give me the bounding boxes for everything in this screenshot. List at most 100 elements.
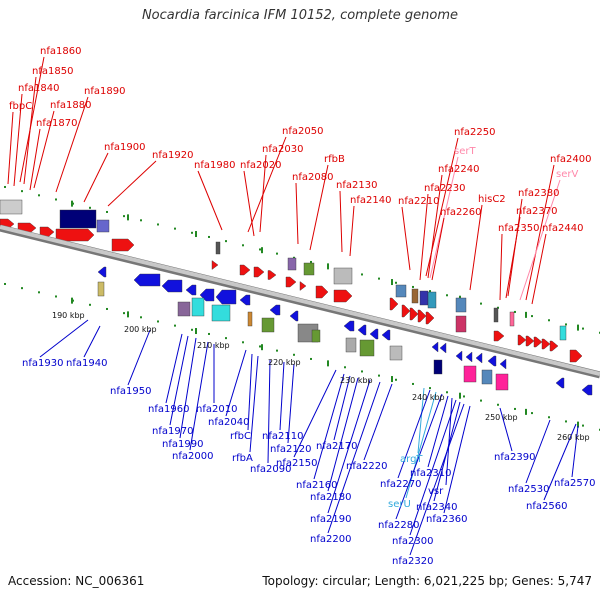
outer-track-dot [378, 277, 380, 280]
outer-track-dot [582, 327, 584, 330]
top-gene-label: nfa1890 [84, 86, 125, 97]
outer-track-dot [548, 319, 550, 322]
bottom-gene-label: rfbC [230, 431, 251, 442]
forward-gene-arrow [425, 311, 435, 325]
bottom-gene-label: nfa2120 [270, 444, 311, 455]
forward-gene-arrow [493, 330, 505, 342]
outer-track-dot [4, 185, 6, 188]
gene-feature-box [481, 369, 493, 385]
reverse-gene-arrow [97, 266, 107, 278]
gene-labels: 190 kbp 200 kbp 210 kbp 220 kbp 230 kbp 240 k… [9, 46, 595, 567]
forward-gene-arrow [333, 289, 353, 303]
reverse-gene-arrow [289, 310, 299, 322]
top-gene-label: nfa1840 [18, 83, 59, 94]
inner-track-dot [55, 295, 57, 298]
forward-gene-arrow [417, 309, 427, 323]
reverse-gene-arrow [581, 384, 593, 396]
top-leader-line [525, 164, 555, 301]
scale-label: 250 kbp [485, 413, 518, 422]
bottom-leader-line [395, 393, 443, 520]
bottom-gene-label: nfa1940 [66, 358, 107, 369]
outer-track-dot [412, 285, 414, 288]
top-gene-label: nfa1850 [32, 66, 73, 77]
bottom-leader-line [279, 361, 285, 431]
scale-label: 210 kbp [197, 341, 230, 350]
top-gene-label: nfa2080 [292, 172, 333, 183]
top-leader-line [13, 93, 23, 187]
gene-feature-box [311, 329, 321, 343]
inner-track-dot [344, 366, 346, 369]
bottom-leader-line [397, 389, 431, 479]
gene-feature-box [455, 315, 467, 333]
bottom-gene-label: argT [400, 454, 423, 465]
top-leader-line [259, 154, 267, 233]
outer-track-dot [140, 219, 142, 222]
genome-title: Nocardia farcinica IFM 10152, complete g… [141, 8, 459, 23]
top-leader-line [309, 164, 329, 251]
bottom-leader-line [287, 363, 295, 444]
top-leader-line [349, 205, 355, 257]
gene-feature-box [427, 291, 437, 309]
gene-feature-box [395, 284, 407, 298]
reverse-gene-arrow [239, 294, 251, 306]
bottom-gene-label: vsr [428, 486, 444, 497]
gene-feature-box [359, 339, 375, 357]
top-leader-line [33, 110, 55, 189]
bottom-leader-line [313, 373, 345, 480]
bottom-leader-line [443, 405, 471, 514]
top-leader-line [339, 190, 343, 253]
outer-track-dot [106, 210, 108, 213]
inner-track-dot [310, 357, 312, 360]
outer-track-dot [123, 215, 125, 218]
bottom-leader-line [327, 377, 359, 492]
bottom-leader-line [249, 355, 259, 453]
outer-track-dot [293, 256, 295, 259]
reverse-gene-arrow [431, 341, 439, 353]
bottom-gene-label: rfbA [232, 453, 253, 464]
top-gene-label: nfa1980 [194, 160, 235, 171]
outer-track-dot [208, 235, 210, 238]
bottom-gene-label: nfa1960 [148, 404, 189, 415]
outer-track-dot [21, 190, 23, 193]
bottom-leader-line [571, 425, 579, 478]
gene-feature-box [463, 365, 477, 383]
bottom-gene-label: nfa2170 [316, 441, 357, 452]
top-leader-line [427, 174, 443, 279]
gene-feature-box [261, 317, 275, 333]
bottom-leader-line [293, 369, 337, 458]
bottom-leader-line [327, 379, 371, 514]
outer-track-dot [514, 310, 516, 313]
inner-track-dot [225, 337, 227, 340]
outer-track-dot [89, 206, 91, 209]
top-leader-line [531, 233, 547, 305]
top-gene-label: hisC2 [478, 194, 506, 205]
outer-track-dot [242, 244, 244, 247]
top-leader-line [19, 56, 45, 183]
bottom-gene-label: nfa2040 [208, 417, 249, 428]
bottom-gene-label: nfa2280 [378, 520, 419, 531]
top-leader-line [519, 179, 561, 301]
top-leader-line [55, 96, 89, 193]
top-leader-line [295, 182, 299, 245]
top-gene-label: nfa1920 [152, 150, 193, 161]
outer-track-dot [191, 231, 193, 234]
inner-track-dot [514, 407, 516, 410]
bottom-leader-line [405, 391, 437, 499]
bottom-leader-line [445, 397, 453, 486]
genome-summary: Topology: circular; Length: 6,021,225 bp… [262, 574, 592, 588]
inner-track-dot [548, 416, 550, 419]
forward-gene-arrow [541, 338, 551, 350]
bottom-leader-line [409, 399, 457, 536]
top-gene-label: nfa1880 [50, 100, 91, 111]
gene-feature-box [97, 281, 105, 297]
forward-gene-arrow [533, 336, 543, 348]
outer-track-dot [480, 302, 482, 305]
inner-track-dot [446, 391, 448, 394]
bottom-leader-line [247, 353, 253, 431]
top-gene-label: nfa2440 [542, 223, 583, 234]
forward-gene-arrow [409, 307, 419, 321]
bottom-leader-line [225, 349, 247, 417]
bottom-gene-label: nfa2570 [554, 478, 595, 489]
bottom-gene-label: nfa2390 [494, 452, 535, 463]
inner-track-dot [531, 412, 533, 415]
